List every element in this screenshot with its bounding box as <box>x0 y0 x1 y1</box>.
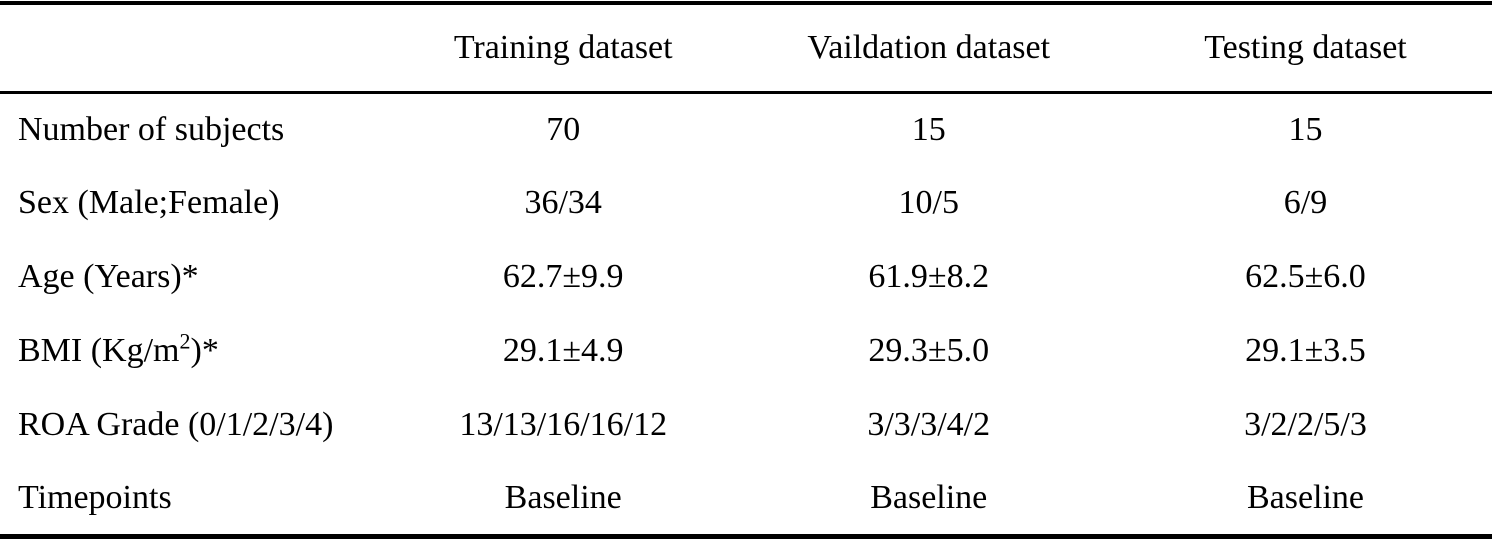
cell-value: 3/2/2/5/3 <box>1244 406 1367 444</box>
cell-value: 70 <box>546 111 581 149</box>
cell-value: 61.9±8.2 <box>868 258 990 296</box>
column-header-training-dataset: Training dataset <box>453 29 673 67</box>
bmi-label-prefix: BMI (Kg/m <box>18 332 180 370</box>
table-row-sex: Sex (Male;Female) 36/34 10/5 6/9 <box>0 166 1492 240</box>
table-row-timepoints: Timepoints Baseline Baseline Baseline <box>0 462 1492 536</box>
cell-value: 62.5±6.0 <box>1245 258 1366 296</box>
cell-value: Baseline <box>870 479 988 517</box>
table-row-roa-grade: ROA Grade (0/1/2/3/4) 13/13/16/16/12 3/3… <box>0 388 1492 462</box>
cell-value: 6/9 <box>1283 184 1328 222</box>
cell-value: Baseline <box>1246 479 1365 517</box>
dataset-demographics-table: Training dataset Vaildation dataset Test… <box>0 1 1492 539</box>
cell-value: 29.1±4.9 <box>502 332 624 370</box>
row-label: Age (Years)* <box>18 258 199 296</box>
cell-value: 15 <box>911 111 946 149</box>
cell-value: Baseline <box>504 479 622 517</box>
row-label: Timepoints <box>18 479 172 517</box>
table-body: Number of subjects 70 15 15 Sex (Male;Fe… <box>0 92 1492 536</box>
row-label: Sex (Male;Female) <box>18 184 280 222</box>
cell-value: 29.3±5.0 <box>868 332 990 370</box>
column-header-empty <box>0 3 388 92</box>
table-row-bmi: BMI (Kg/m2)* 29.1±4.9 29.3±5.0 29.1±3.5 <box>0 314 1492 388</box>
row-label: BMI (Kg/m2)* <box>0 314 388 388</box>
table-row-number-of-subjects: Number of subjects 70 15 15 <box>0 92 1492 166</box>
table-header: Training dataset Vaildation dataset Test… <box>0 3 1492 92</box>
cell-value: 36/34 <box>524 184 602 222</box>
bmi-label-suffix: )* <box>190 332 219 370</box>
bmi-unit-superscript: 2 <box>179 328 191 354</box>
cell-value: 10/5 <box>898 184 959 222</box>
column-header-validation-dataset: Vaildation dataset <box>807 29 1051 67</box>
row-label: ROA Grade (0/1/2/3/4) <box>18 406 334 444</box>
table-row-age: Age (Years)* 62.7±9.9 61.9±8.2 62.5±6.0 <box>0 240 1492 314</box>
header-row: Training dataset Vaildation dataset Test… <box>0 3 1492 92</box>
cell-value: 15 <box>1288 111 1323 149</box>
cell-value: 29.1±3.5 <box>1245 332 1366 370</box>
row-label: Number of subjects <box>18 111 285 149</box>
column-header-testing-dataset: Testing dataset <box>1204 29 1407 67</box>
cell-value: 62.7±9.9 <box>502 258 624 296</box>
cell-value: 13/13/16/16/12 <box>459 406 668 444</box>
cell-value: 3/3/3/4/2 <box>867 406 991 444</box>
